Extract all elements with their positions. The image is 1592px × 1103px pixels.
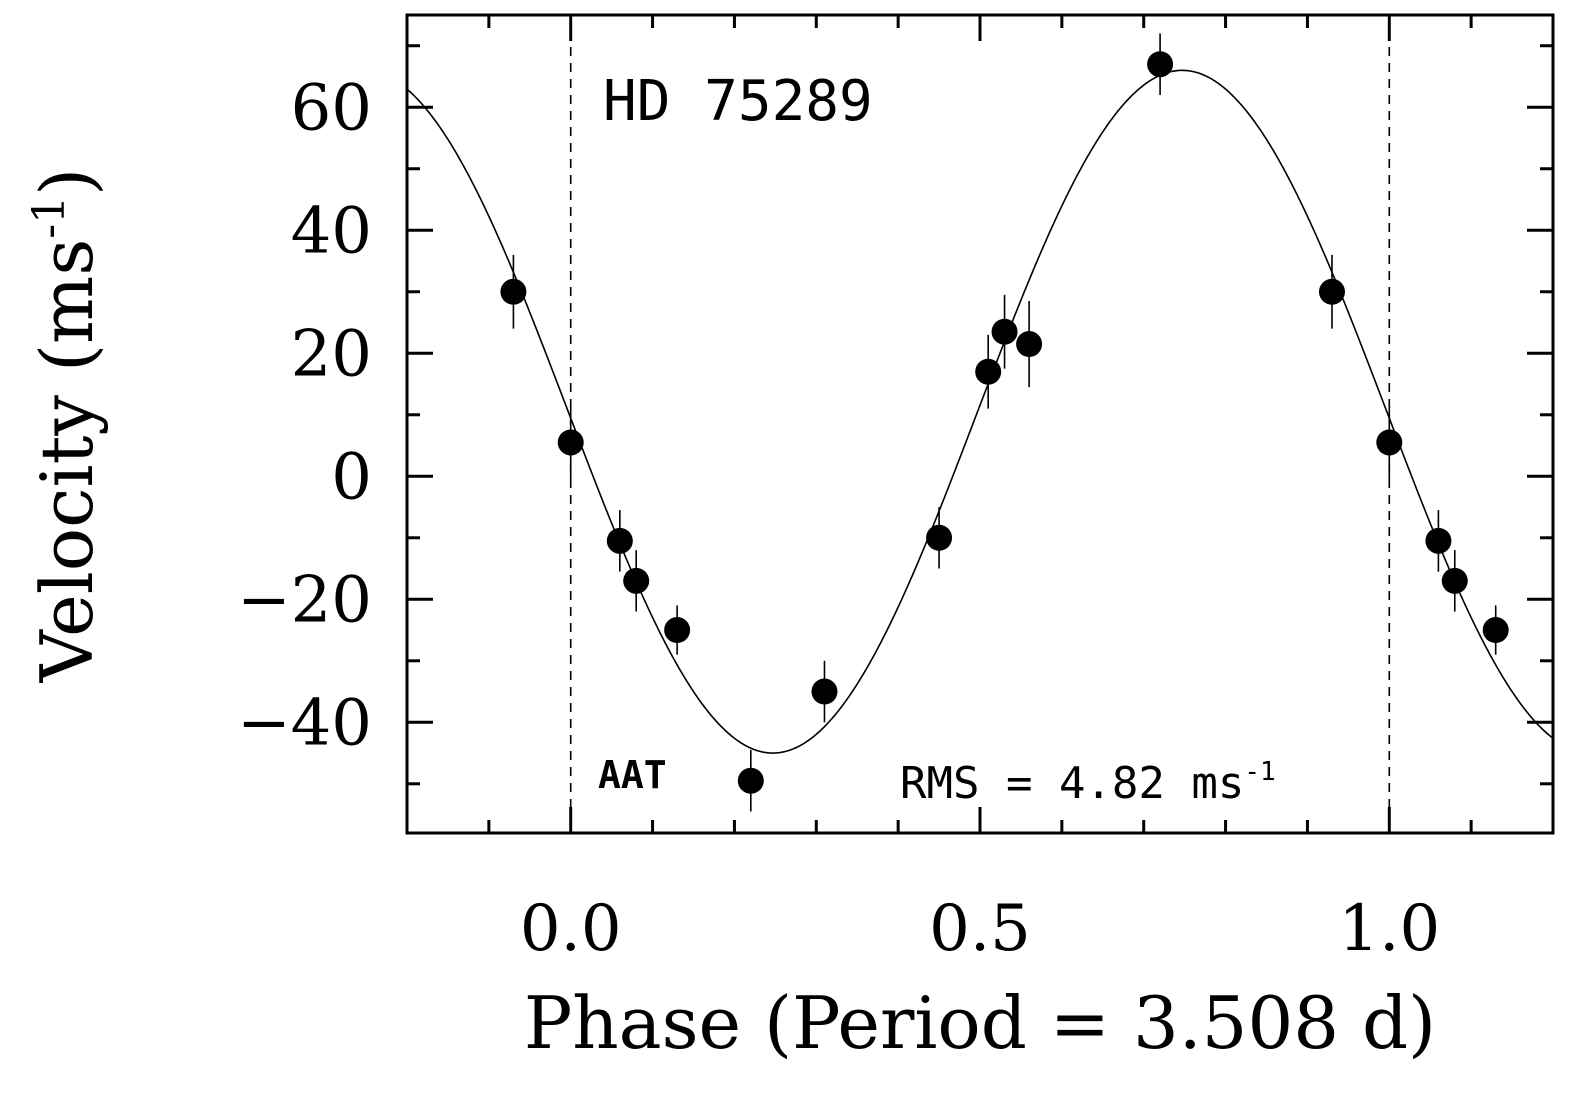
rms-label-sup: -1 <box>1244 757 1275 787</box>
data-point <box>975 334 1002 409</box>
y-tick-labels: −40 −20 0 20 40 60 <box>237 71 372 760</box>
phase-boundary-lines <box>569 15 1391 833</box>
point-marker <box>1376 429 1403 456</box>
point-marker <box>623 567 650 594</box>
data-point <box>926 507 953 569</box>
y-tick-label: 60 <box>291 71 372 145</box>
rms-label: RMS = 4.82 ms-1 <box>900 757 1276 809</box>
y-tick-label: −40 <box>237 686 372 760</box>
x-tick-label: 0.0 <box>520 892 622 966</box>
data-point <box>623 550 650 612</box>
instrument-label: AAT <box>598 753 667 797</box>
x-tick-label: 1.0 <box>1338 892 1440 966</box>
point-marker <box>1425 527 1452 554</box>
point-marker <box>991 318 1018 345</box>
point-marker <box>606 527 633 554</box>
y-axis-title: Velocity (ms-1) <box>24 168 109 684</box>
data-point <box>664 605 691 655</box>
point-marker <box>926 524 953 551</box>
axis-ticks <box>405 15 1555 833</box>
data-point <box>1016 300 1043 388</box>
data-point <box>811 660 838 723</box>
data-point <box>1376 405 1403 480</box>
data-point <box>737 749 764 812</box>
chart-title: HD 75289 <box>603 69 873 134</box>
y-axis-title-close: ) <box>25 168 109 196</box>
data-point <box>1482 605 1509 655</box>
data-points <box>500 33 1509 812</box>
point-marker <box>1482 617 1509 644</box>
y-tick-label: 0 <box>331 440 372 514</box>
x-tick-labels: 0.0 0.5 1.0 <box>520 892 1440 966</box>
x-tick-label: 0.5 <box>929 892 1031 966</box>
point-marker <box>975 358 1002 385</box>
rms-label-text: RMS = 4.82 ms <box>900 758 1244 809</box>
point-marker <box>1318 278 1345 305</box>
point-marker <box>1441 567 1468 594</box>
y-tick-label: 20 <box>291 317 372 391</box>
data-point <box>1147 33 1174 95</box>
data-point <box>1425 510 1452 572</box>
y-tick-label: 40 <box>291 194 372 268</box>
point-marker <box>500 278 527 305</box>
point-marker <box>1016 331 1043 358</box>
y-tick-label: −20 <box>237 563 372 637</box>
point-marker <box>1147 51 1174 78</box>
data-point <box>557 405 584 480</box>
y-axis-title-sup: -1 <box>24 196 75 239</box>
data-point <box>1441 550 1468 612</box>
point-marker <box>811 678 838 705</box>
data-point <box>1318 254 1345 329</box>
point-marker <box>737 767 764 794</box>
point-marker <box>557 429 584 456</box>
point-marker <box>664 617 691 644</box>
data-point <box>606 510 633 572</box>
x-axis-title: Phase (Period = 3.508 d) <box>524 981 1436 1065</box>
plot-frame <box>405 13 1555 835</box>
data-point <box>500 254 527 329</box>
y-axis-title-text: Velocity (ms <box>25 239 109 684</box>
fit-curve <box>406 69 1554 754</box>
data-point <box>991 294 1018 369</box>
